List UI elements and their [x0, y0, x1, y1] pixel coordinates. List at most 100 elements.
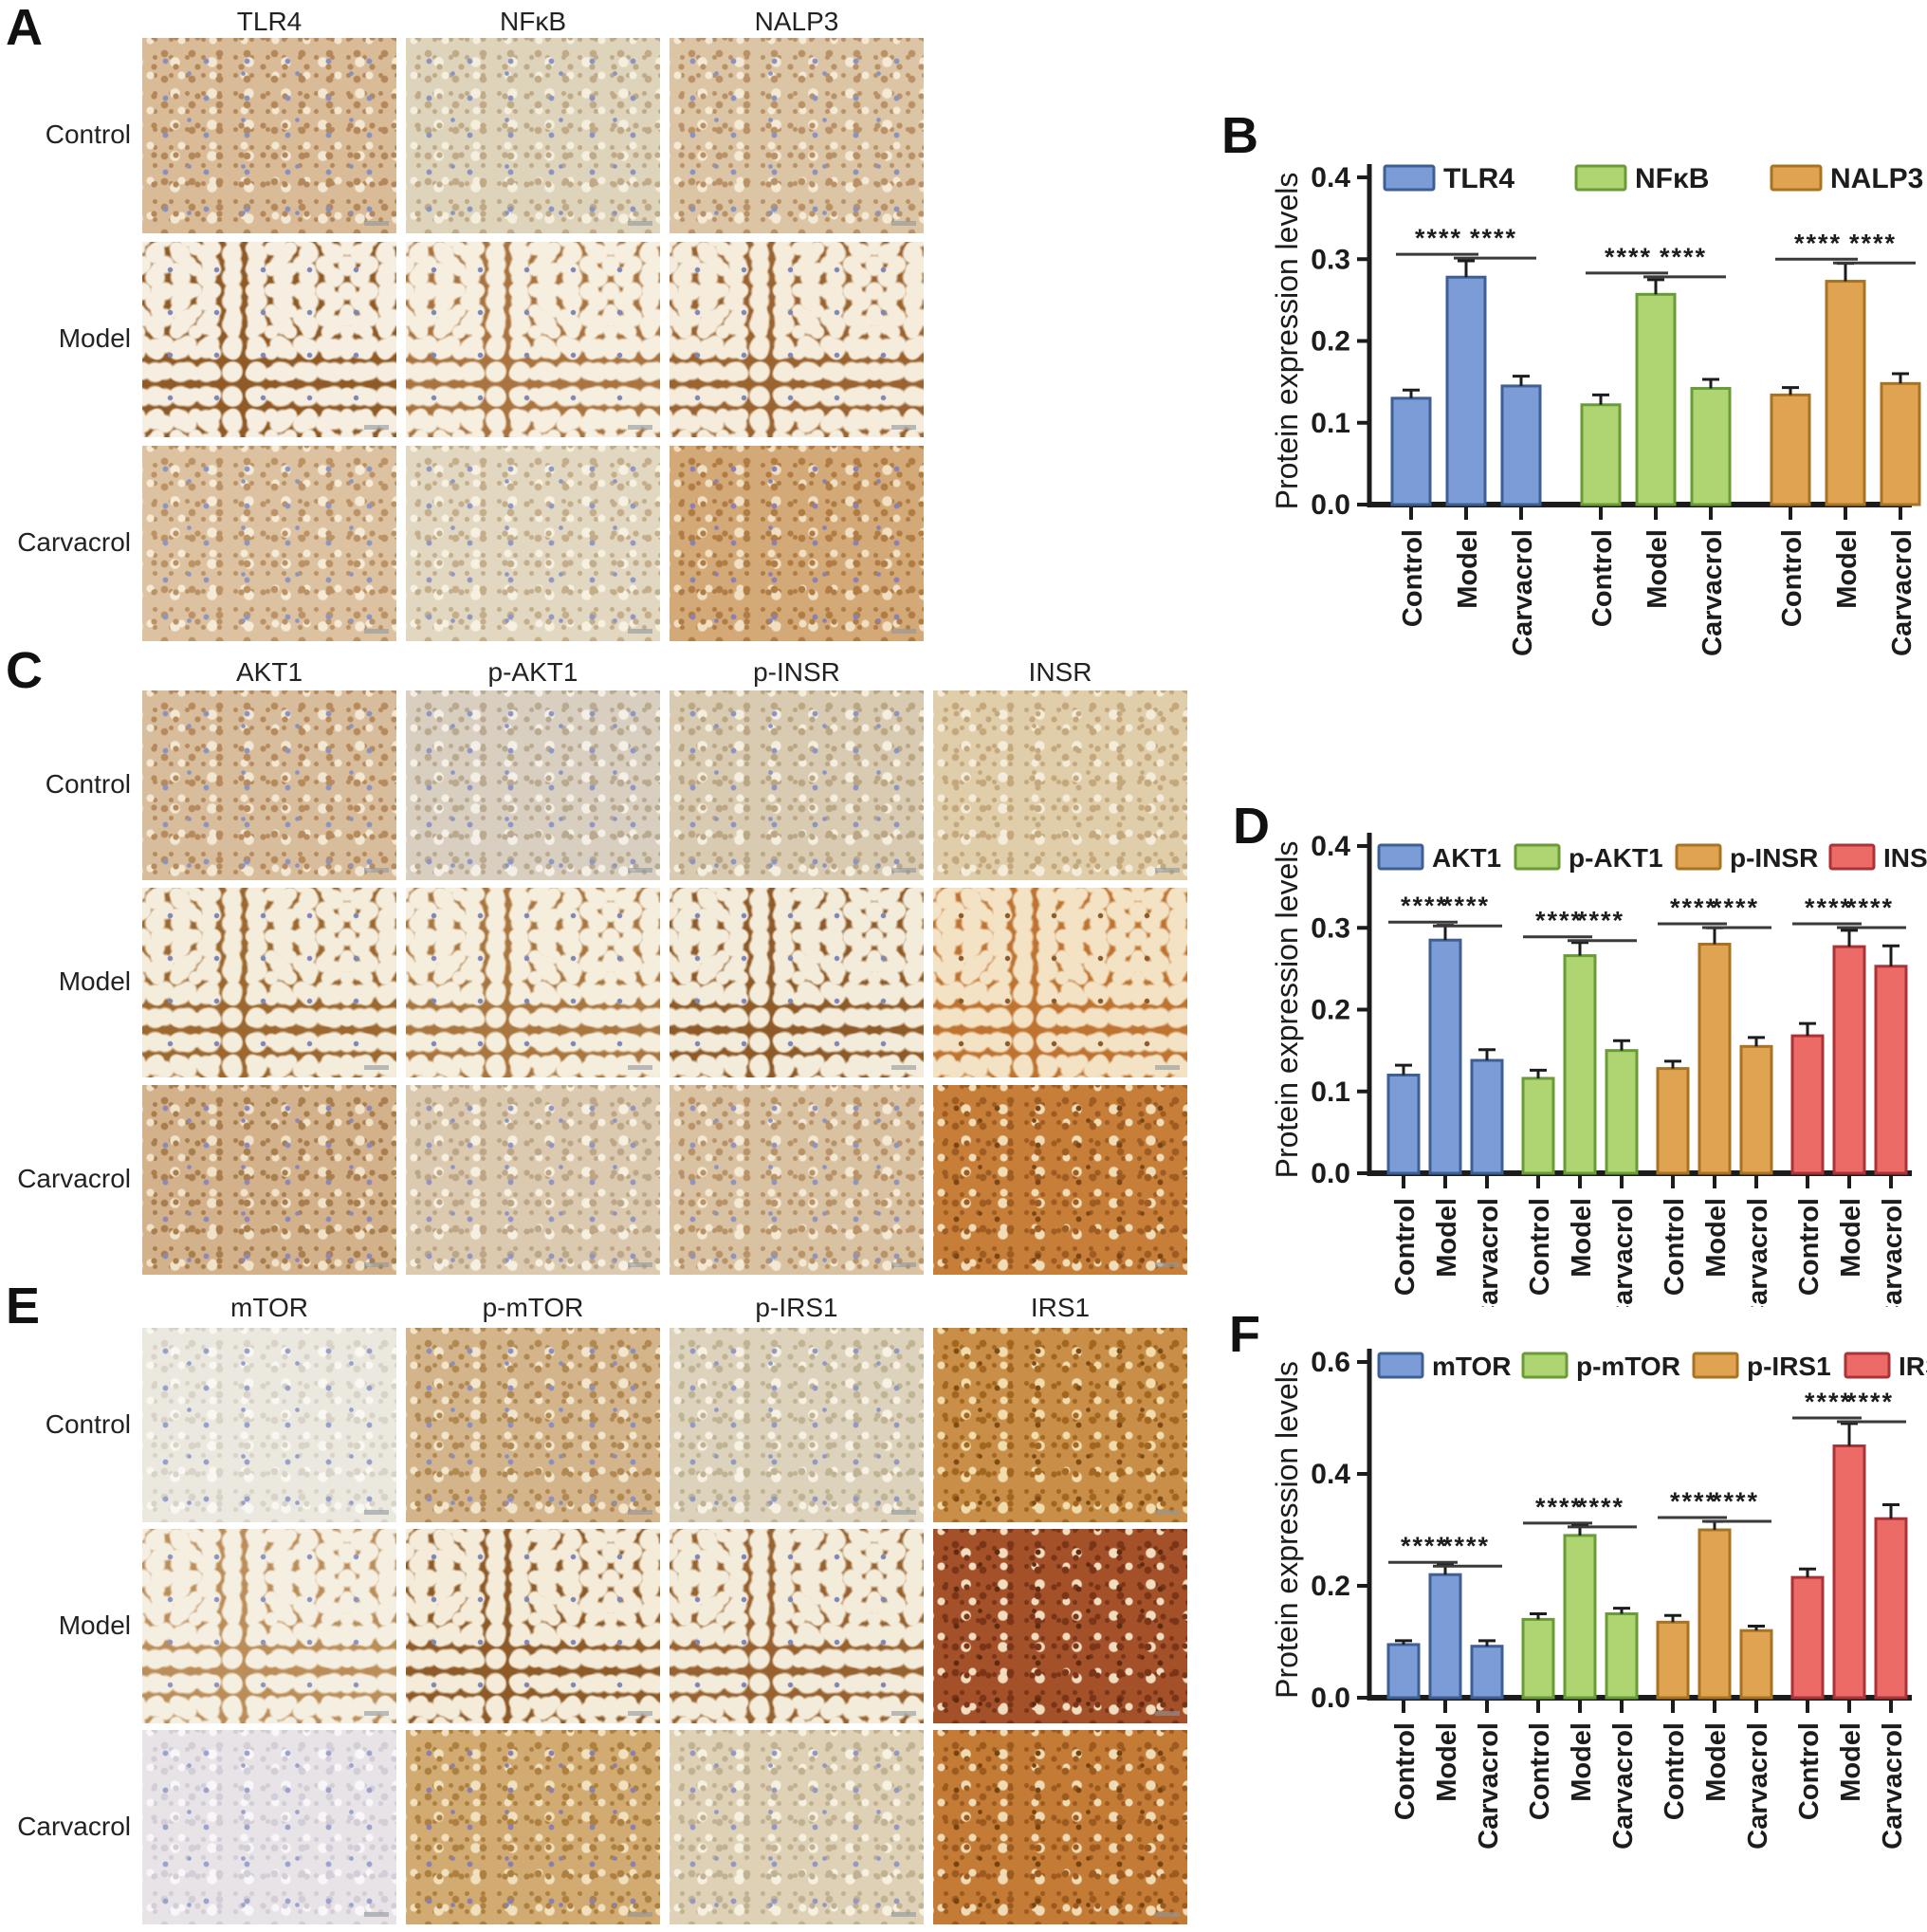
bar-p-mtor-model: [1563, 1534, 1597, 1700]
significance-stars: ****: [1605, 243, 1652, 271]
y-tick-label: 0.0: [1311, 1158, 1350, 1189]
ihc-image-insr-control: [933, 690, 1187, 880]
scale-bar: [891, 629, 916, 634]
column-header-mtor: mTOR: [230, 1293, 308, 1322]
y-axis-title: Protein expression levels: [1271, 173, 1304, 510]
scale-bar: [1155, 1065, 1180, 1070]
y-tick-label: 0.3: [1311, 912, 1350, 944]
y-tick-label: 0.4: [1311, 831, 1350, 862]
x-category-label: Model: [1836, 1198, 1866, 1278]
x-category-label: Model: [1432, 1722, 1462, 1802]
significance-stars: ****: [1805, 893, 1852, 922]
ihc-image-irs1-carvacrol: [933, 1730, 1187, 1924]
bar-p-mtor-control: [1521, 1617, 1555, 1700]
scale-bar: [891, 221, 916, 226]
significance-stars: ****: [1712, 1487, 1759, 1516]
bar-nf-b-carvacrol: [1690, 387, 1732, 506]
significance-stars: ****: [1535, 1493, 1583, 1521]
legend-label-p-akt1: p-AKT1: [1569, 843, 1663, 873]
x-category-label: Carvacrol: [1608, 1722, 1639, 1849]
column-header-tlr4: TLR4: [236, 7, 303, 36]
scale-bar: [891, 425, 916, 430]
significance-stars: ****: [1660, 243, 1707, 271]
column-header-p-insr: p-INSR: [753, 657, 840, 687]
scale-bar: [628, 1510, 652, 1515]
scale-bar: [628, 1065, 652, 1070]
x-category-label: Model: [1567, 1198, 1597, 1278]
ihc-image-p-insr-control: [670, 690, 924, 880]
bar-mtor-model: [1428, 1573, 1462, 1700]
legend-swatch-tlr4: [1383, 164, 1436, 192]
scale-bar: [891, 1912, 916, 1917]
bar-p-insr-carvacrol: [1739, 1044, 1773, 1175]
scale-bar: [628, 425, 652, 430]
y-tick-label: 0.0: [1311, 1683, 1350, 1714]
x-category-label: Carvacrol: [1887, 529, 1918, 656]
x-category-label: Model: [1836, 1722, 1866, 1802]
ihc-image-insr-carvacrol: [933, 1085, 1187, 1275]
legend-label-p-insr: p-INSR: [1730, 843, 1818, 873]
scale-bar: [628, 868, 652, 873]
scale-bar: [364, 1262, 389, 1267]
legend-swatch-p-akt1: [1514, 843, 1561, 871]
significance-stars: ****: [1577, 907, 1624, 935]
significance-stars: ****: [1670, 1487, 1717, 1516]
bar-p-irs1-control: [1656, 1620, 1690, 1700]
bar-nalp3-model: [1825, 280, 1866, 506]
row-label-carvacrol: Carvacrol: [17, 1164, 131, 1193]
ihc-image-tlr4-model: [142, 242, 396, 437]
scale-bar: [891, 1711, 916, 1716]
scale-bar: [364, 629, 389, 634]
scale-bar: [364, 1912, 389, 1917]
significance-stars: ****: [1794, 229, 1842, 257]
scale-bar: [364, 1065, 389, 1070]
x-category-label: Carvacrol: [1608, 1198, 1639, 1307]
scale-bar: [891, 1262, 916, 1267]
x-category-label: Carvacrol: [1474, 1198, 1504, 1307]
scale-bar: [364, 1510, 389, 1515]
ihc-image-akt1-control: [142, 690, 396, 880]
bar-p-irs1-carvacrol: [1739, 1628, 1773, 1700]
legend-label-akt1: AKT1: [1432, 843, 1501, 873]
y-tick-label: 0.6: [1311, 1347, 1350, 1378]
panel-letter-e: E: [6, 1278, 41, 1334]
column-header-p-irs1: p-IRS1: [755, 1293, 838, 1322]
scale-bar: [628, 1912, 652, 1917]
significance-stars: ****: [1401, 1532, 1448, 1560]
legend-label-nalp3: NALP3: [1830, 163, 1923, 194]
legend-label-mtor: mTOR: [1432, 1352, 1512, 1381]
legend-label-p-mtor: p-mTOR: [1576, 1352, 1680, 1381]
panel-letter-f: F: [1229, 1306, 1260, 1363]
y-tick-label: 0.1: [1311, 1076, 1350, 1108]
significance-stars: ****: [1535, 907, 1583, 935]
bar-akt1-control: [1386, 1074, 1421, 1175]
scale-bar: [1155, 1262, 1180, 1267]
bar-insr-carvacrol: [1874, 965, 1908, 1175]
bar-mtor-control: [1386, 1643, 1421, 1700]
legend-swatch-irs1: [1844, 1352, 1891, 1379]
row-label-model: Model: [58, 1610, 131, 1640]
x-category-label: Model: [1453, 529, 1483, 609]
ihc-image-p-mtor-model: [406, 1529, 660, 1723]
bar-nalp3-carvacrol: [1880, 381, 1921, 506]
scale-bar: [1155, 1912, 1180, 1917]
ihc-image-irs1-model: [933, 1529, 1187, 1723]
y-tick-label: 0.1: [1311, 408, 1350, 439]
bar-akt1-model: [1428, 938, 1462, 1175]
y-tick-label: 0.4: [1311, 162, 1350, 193]
column-header-p-mtor: p-mTOR: [482, 1293, 584, 1322]
scale-bar: [364, 1711, 389, 1716]
legend-swatch-akt1: [1377, 843, 1424, 871]
x-category-label: Control: [1660, 1722, 1690, 1820]
ihc-image-tlr4-carvacrol: [142, 446, 396, 641]
legend-swatch-insr: [1828, 843, 1876, 871]
bar-tlr4-model: [1445, 275, 1487, 506]
scale-bar: [364, 221, 389, 226]
ihc-image-p-irs1-control: [670, 1328, 924, 1522]
ihc-image-nf-b-control: [406, 38, 660, 233]
bar-irs1-control: [1790, 1575, 1825, 1700]
ihc-image-mtor-model: [142, 1529, 396, 1723]
legend-swatch-p-insr: [1675, 843, 1722, 871]
panel-letter-c: C: [6, 642, 43, 699]
